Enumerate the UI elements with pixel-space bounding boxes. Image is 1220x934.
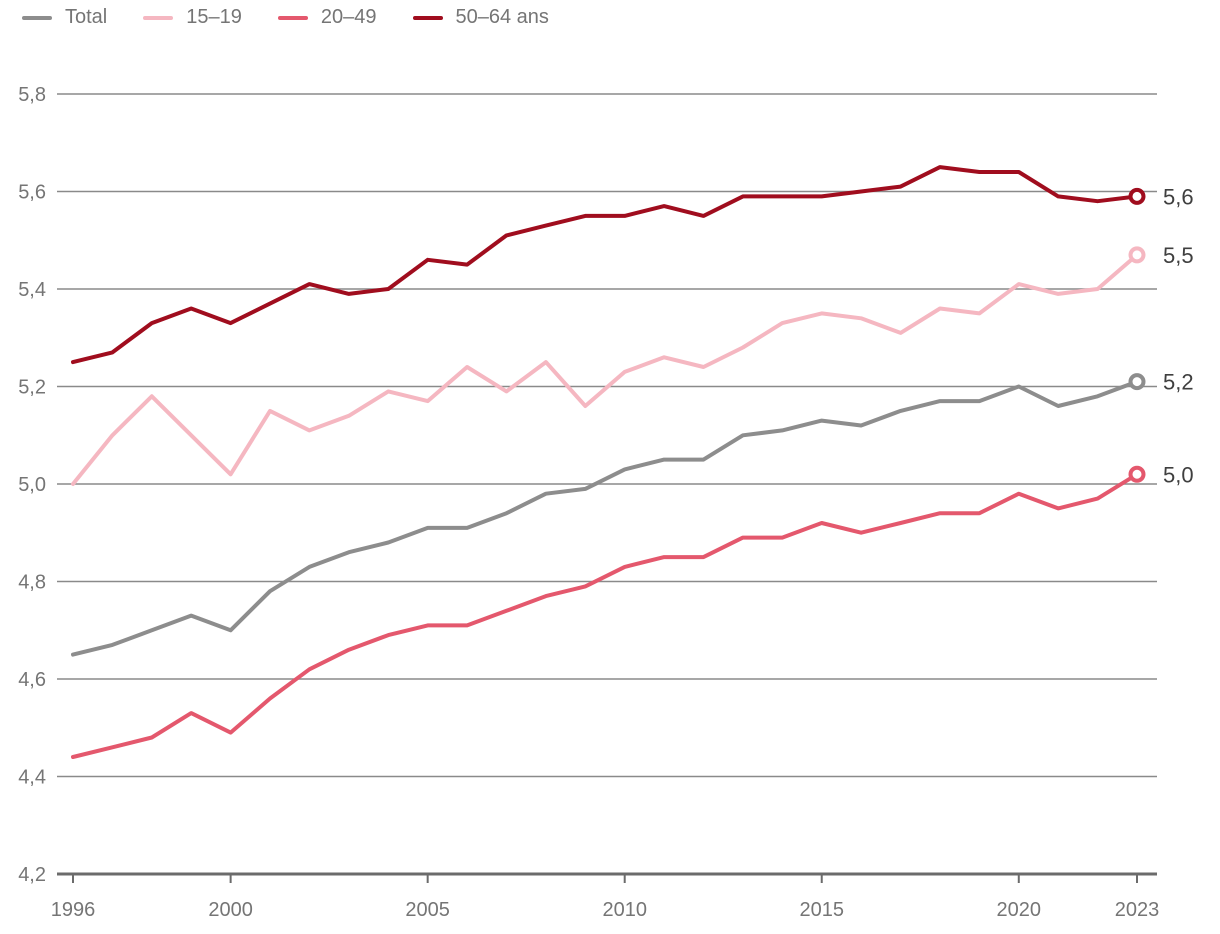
y-tick-label: 4,6	[18, 669, 46, 691]
legend-label: 15–19	[186, 6, 242, 28]
legend-swatch-icon	[143, 15, 174, 20]
y-tick-label: 5,4	[18, 279, 46, 301]
series-line-50-64-ans	[71, 165, 1139, 365]
end-marker-15-19	[1128, 246, 1146, 264]
legend-item-15-19: 15–19	[143, 6, 242, 29]
legend-item-total: Total	[22, 6, 107, 29]
x-tick-label: 2023	[1115, 899, 1160, 921]
end-marker-total	[1128, 373, 1146, 391]
x-tick-label: 2005	[405, 899, 450, 921]
x-tick-label: 2010	[602, 899, 647, 921]
y-tick-label: 5,8	[18, 84, 46, 106]
x-tick-label: 2015	[799, 899, 844, 921]
legend-label: Total	[65, 6, 108, 28]
end-marker-20-49	[1128, 465, 1146, 483]
legend-item-20-49: 20–49	[277, 6, 377, 29]
series-line-20-49	[71, 472, 1139, 759]
y-tick-label: 4,8	[18, 572, 46, 594]
legend: Total 15–19 20–49 50–64 ans	[22, 6, 549, 29]
legend-label: 20–49	[320, 6, 377, 28]
legend-swatch-icon	[22, 15, 52, 20]
end-value-label: 5,6	[1163, 184, 1194, 209]
series-line-15-19	[71, 252, 1139, 486]
legend-label: 50–64 ans	[455, 6, 549, 28]
legend-swatch-icon	[277, 15, 308, 20]
x-tick-label: 1996	[51, 899, 96, 921]
end-value-label: 5,2	[1163, 370, 1194, 395]
x-tick-label: 2020	[997, 899, 1042, 921]
end-value-label: 5,0	[1163, 462, 1194, 487]
legend-item-50-64-ans: 50–64 ans	[412, 6, 549, 29]
y-tick-label: 5,6	[18, 182, 46, 204]
series-line-total	[71, 379, 1139, 657]
x-tick-label: 2000	[208, 899, 253, 921]
legend-swatch-icon	[412, 15, 443, 20]
y-tick-label: 5,2	[18, 377, 46, 399]
end-value-label: 5,5	[1163, 243, 1194, 268]
y-tick-label: 4,4	[18, 767, 46, 789]
end-marker-50-64-ans	[1128, 187, 1146, 205]
y-tick-label: 4,2	[18, 864, 46, 886]
y-tick-label: 5,0	[18, 474, 46, 496]
